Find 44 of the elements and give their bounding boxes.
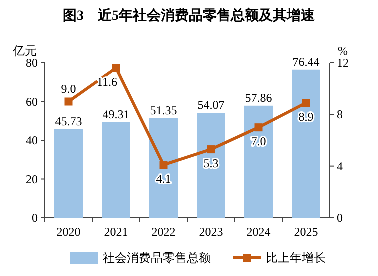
data-label: 45.73: [55, 114, 82, 128]
point: [254, 124, 263, 132]
y-tick-label: 20: [26, 172, 38, 186]
data-label: 8.9: [298, 110, 314, 124]
data-label: 76.44: [292, 54, 320, 69]
y-axis-title: 亿元: [12, 44, 37, 58]
y-tick-label: 40: [26, 134, 38, 148]
bar: [244, 106, 273, 218]
data-label: 5.3: [204, 156, 219, 171]
x-tick-label: 2024: [246, 225, 271, 239]
bar: [197, 113, 226, 218]
y2-tick-label: 4: [337, 159, 343, 174]
x-tick-label: 2021: [104, 225, 128, 239]
point: [64, 98, 73, 106]
y-tick-label: 80: [26, 56, 38, 70]
y-tick-label: 0: [32, 211, 38, 225]
point: [112, 64, 120, 72]
bar: [102, 122, 130, 218]
legend-label: 社会消费品零售总额: [103, 251, 211, 265]
point: [160, 161, 168, 170]
point: [302, 99, 310, 108]
y2-tick-label: 12: [337, 56, 349, 70]
bar: [150, 118, 178, 218]
legend-label: 比上年增长: [266, 251, 326, 265]
x-tick-label: 2025: [294, 225, 318, 239]
data-label: 49.31: [102, 107, 130, 122]
data-label: 7.0: [251, 134, 266, 149]
y2-tick-label: 0: [337, 211, 343, 225]
x-tick-label: 2022: [152, 225, 176, 239]
point: [207, 146, 216, 154]
x-tick-label: 2023: [199, 225, 224, 239]
data-label: 54.07: [198, 98, 225, 112]
data-label: 4.1: [156, 172, 172, 186]
y2-tick-label: 8: [337, 108, 343, 122]
chart-title: 图3 近5年社会消费品零售总额及其增速: [63, 7, 316, 24]
y-tick-label: 60: [26, 94, 38, 109]
data-label: 9.0: [61, 82, 76, 96]
y2-axis-title: %: [338, 44, 348, 58]
bar: [54, 129, 83, 218]
bar: [292, 70, 320, 218]
x-tick-label: 2020: [56, 225, 81, 239]
data-label: 57.86: [245, 90, 272, 105]
data-label: 11.6: [96, 75, 118, 90]
data-label: 51.35: [150, 104, 178, 118]
